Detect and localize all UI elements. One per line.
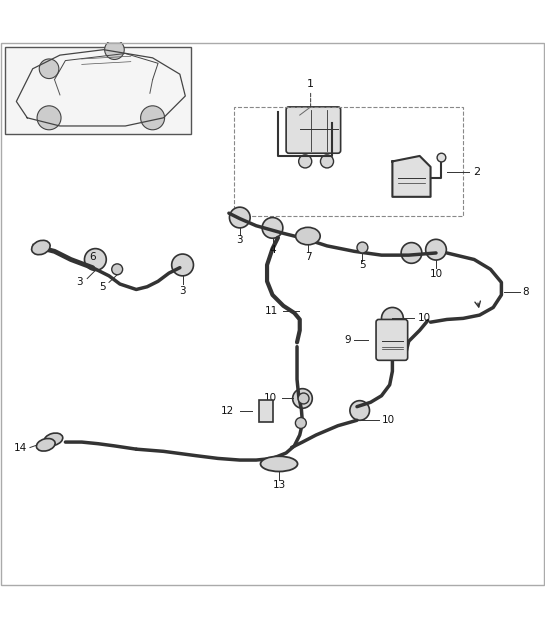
Ellipse shape — [32, 241, 50, 255]
Circle shape — [37, 106, 61, 130]
Text: 10: 10 — [417, 313, 431, 323]
Text: 5: 5 — [359, 261, 366, 271]
Circle shape — [357, 242, 368, 253]
Text: 7: 7 — [305, 252, 311, 263]
Text: 4: 4 — [269, 246, 276, 255]
Text: 9: 9 — [344, 335, 351, 345]
FancyBboxPatch shape — [376, 320, 408, 360]
Circle shape — [426, 239, 446, 260]
Circle shape — [112, 264, 123, 275]
Circle shape — [84, 249, 106, 271]
Circle shape — [298, 393, 309, 404]
Text: 3: 3 — [237, 235, 243, 245]
Ellipse shape — [261, 457, 298, 472]
Circle shape — [141, 106, 165, 130]
Circle shape — [437, 153, 446, 162]
Circle shape — [382, 308, 403, 329]
Text: 11: 11 — [265, 306, 278, 317]
Bar — [5, 47, 191, 134]
Circle shape — [293, 389, 312, 408]
Bar — [259, 400, 272, 422]
Circle shape — [262, 217, 283, 238]
Ellipse shape — [37, 438, 55, 451]
Circle shape — [172, 254, 193, 276]
Text: 13: 13 — [272, 480, 286, 490]
Ellipse shape — [295, 227, 320, 245]
Text: 10: 10 — [264, 394, 277, 403]
Polygon shape — [392, 156, 431, 197]
Text: 12: 12 — [221, 406, 234, 416]
Bar — [234, 107, 463, 216]
Text: 10: 10 — [429, 269, 443, 279]
Text: 10: 10 — [382, 415, 395, 425]
Circle shape — [320, 155, 334, 168]
Circle shape — [401, 242, 422, 263]
Circle shape — [350, 401, 370, 420]
Circle shape — [105, 40, 124, 60]
Text: 3: 3 — [76, 278, 82, 288]
Text: 6: 6 — [89, 252, 96, 262]
Text: 2: 2 — [473, 167, 481, 177]
FancyBboxPatch shape — [286, 107, 341, 153]
Circle shape — [39, 59, 59, 78]
Text: 1: 1 — [307, 79, 314, 89]
Text: 14: 14 — [14, 443, 27, 453]
Circle shape — [299, 155, 312, 168]
Circle shape — [295, 418, 306, 428]
Text: 5: 5 — [99, 282, 106, 292]
Text: 3: 3 — [179, 286, 186, 296]
Ellipse shape — [44, 433, 63, 446]
Circle shape — [229, 207, 250, 228]
Text: 8: 8 — [523, 287, 529, 297]
